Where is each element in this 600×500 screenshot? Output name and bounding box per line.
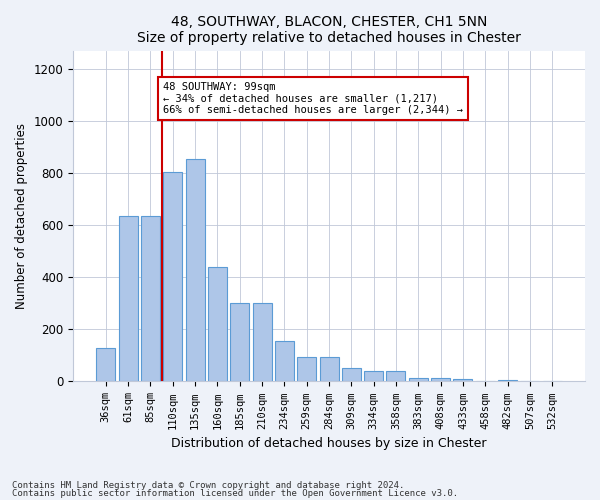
Bar — [498, 380, 517, 382]
Bar — [431, 378, 450, 382]
Bar — [208, 267, 227, 382]
Text: Contains public sector information licensed under the Open Government Licence v3: Contains public sector information licen… — [12, 489, 458, 498]
Bar — [476, 381, 495, 382]
Title: 48, SOUTHWAY, BLACON, CHESTER, CH1 5NN
Size of property relative to detached hou: 48, SOUTHWAY, BLACON, CHESTER, CH1 5NN S… — [137, 15, 521, 45]
Bar — [386, 371, 406, 382]
Bar — [141, 216, 160, 382]
Bar — [454, 379, 472, 382]
Text: Contains HM Land Registry data © Crown copyright and database right 2024.: Contains HM Land Registry data © Crown c… — [12, 480, 404, 490]
Bar — [297, 356, 316, 382]
Bar — [185, 158, 205, 382]
Bar — [230, 304, 249, 382]
Y-axis label: Number of detached properties: Number of detached properties — [15, 123, 28, 309]
Text: 48 SOUTHWAY: 99sqm
← 34% of detached houses are smaller (1,217)
66% of semi-deta: 48 SOUTHWAY: 99sqm ← 34% of detached hou… — [163, 82, 463, 115]
Bar — [364, 371, 383, 382]
Bar — [163, 172, 182, 382]
Bar — [253, 304, 272, 382]
Bar — [409, 378, 428, 382]
Bar — [119, 216, 137, 382]
Bar — [520, 381, 539, 382]
Bar — [275, 341, 294, 382]
Bar — [320, 356, 338, 382]
Bar — [96, 348, 115, 382]
Bar — [342, 368, 361, 382]
Bar — [543, 381, 562, 382]
X-axis label: Distribution of detached houses by size in Chester: Distribution of detached houses by size … — [171, 437, 487, 450]
